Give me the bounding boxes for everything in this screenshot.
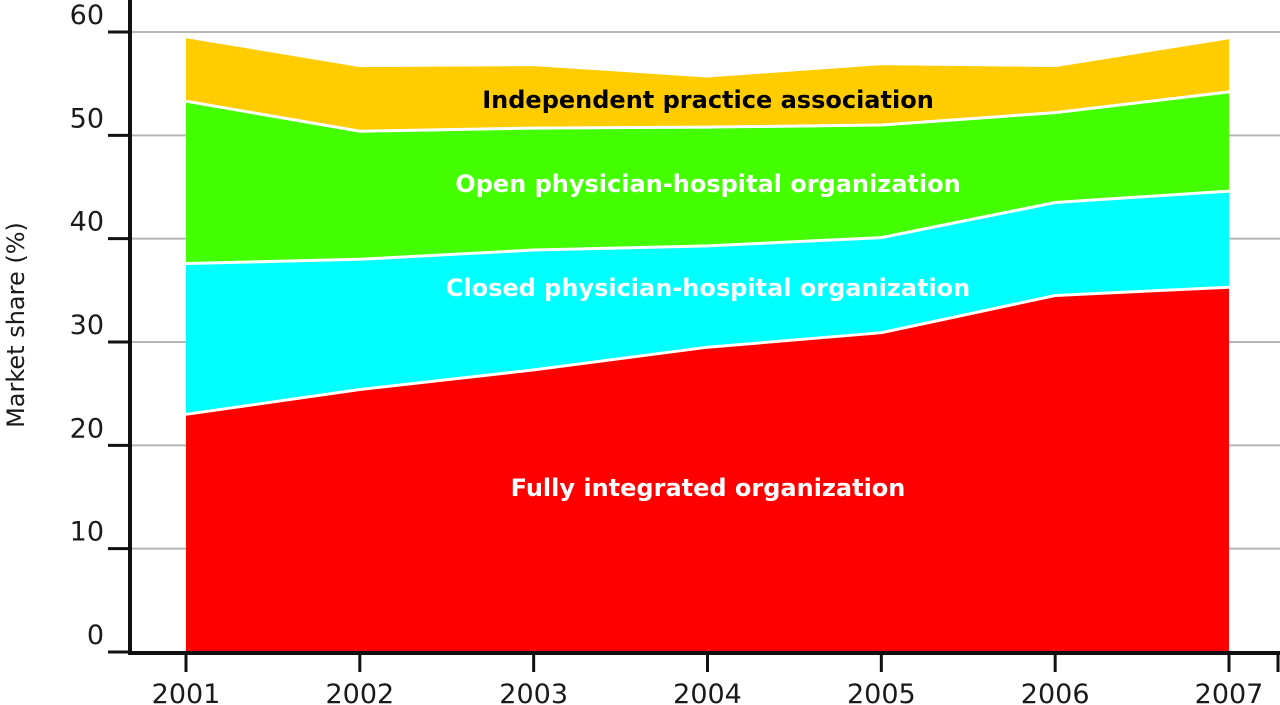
area-fully-integrated-organization — [186, 287, 1229, 652]
y-tick-label-60: 60 — [70, 0, 104, 31]
area-independent-practice-association — [186, 38, 1229, 132]
x-tick-label-2004: 2004 — [673, 679, 742, 705]
x-tick-label-2007: 2007 — [1195, 679, 1264, 705]
y-axis-title: Market share (%) — [2, 222, 30, 428]
x-tick-label-2001: 2001 — [152, 679, 221, 705]
y-tick-label-10: 10 — [70, 517, 104, 548]
series-label-independent-practice-association: Independent practice association — [482, 86, 934, 114]
x-tick-label-2005: 2005 — [847, 679, 916, 705]
y-tick-label-30: 30 — [70, 310, 104, 341]
axes: 0 10 20 30 40 50 60 2001 2002 2003 2004 2005 2006 200… — [70, 0, 1280, 705]
area-closed-physician-hospital-organization — [186, 191, 1229, 415]
y-tick-label-0: 0 — [87, 620, 104, 651]
area-open-physician-hospital-organization — [186, 91, 1229, 264]
series-label-layer: Fully integrated organization Closed phys… — [446, 86, 971, 502]
series-boundary-2 — [185, 189, 1230, 265]
series-label-fully-integrated-organization: Fully integrated organization — [511, 474, 906, 502]
x-tick-label-2003: 2003 — [499, 679, 568, 705]
y-tick-label-50: 50 — [70, 103, 104, 134]
series-boundary-1 — [185, 285, 1230, 416]
series-label-open-physician-hospital-organization: Open physician-hospital organization — [455, 170, 960, 198]
y-tick-label-40: 40 — [70, 207, 104, 238]
y-tick-label-20: 20 — [70, 413, 104, 444]
series-label-closed-physician-hospital-organization: Closed physician-hospital organization — [446, 274, 971, 302]
area-series-layer — [185, 38, 1230, 652]
series-boundary-3 — [185, 90, 1230, 133]
x-tick-label-2002: 2002 — [325, 679, 394, 705]
x-tick-label-2006: 2006 — [1021, 679, 1090, 705]
